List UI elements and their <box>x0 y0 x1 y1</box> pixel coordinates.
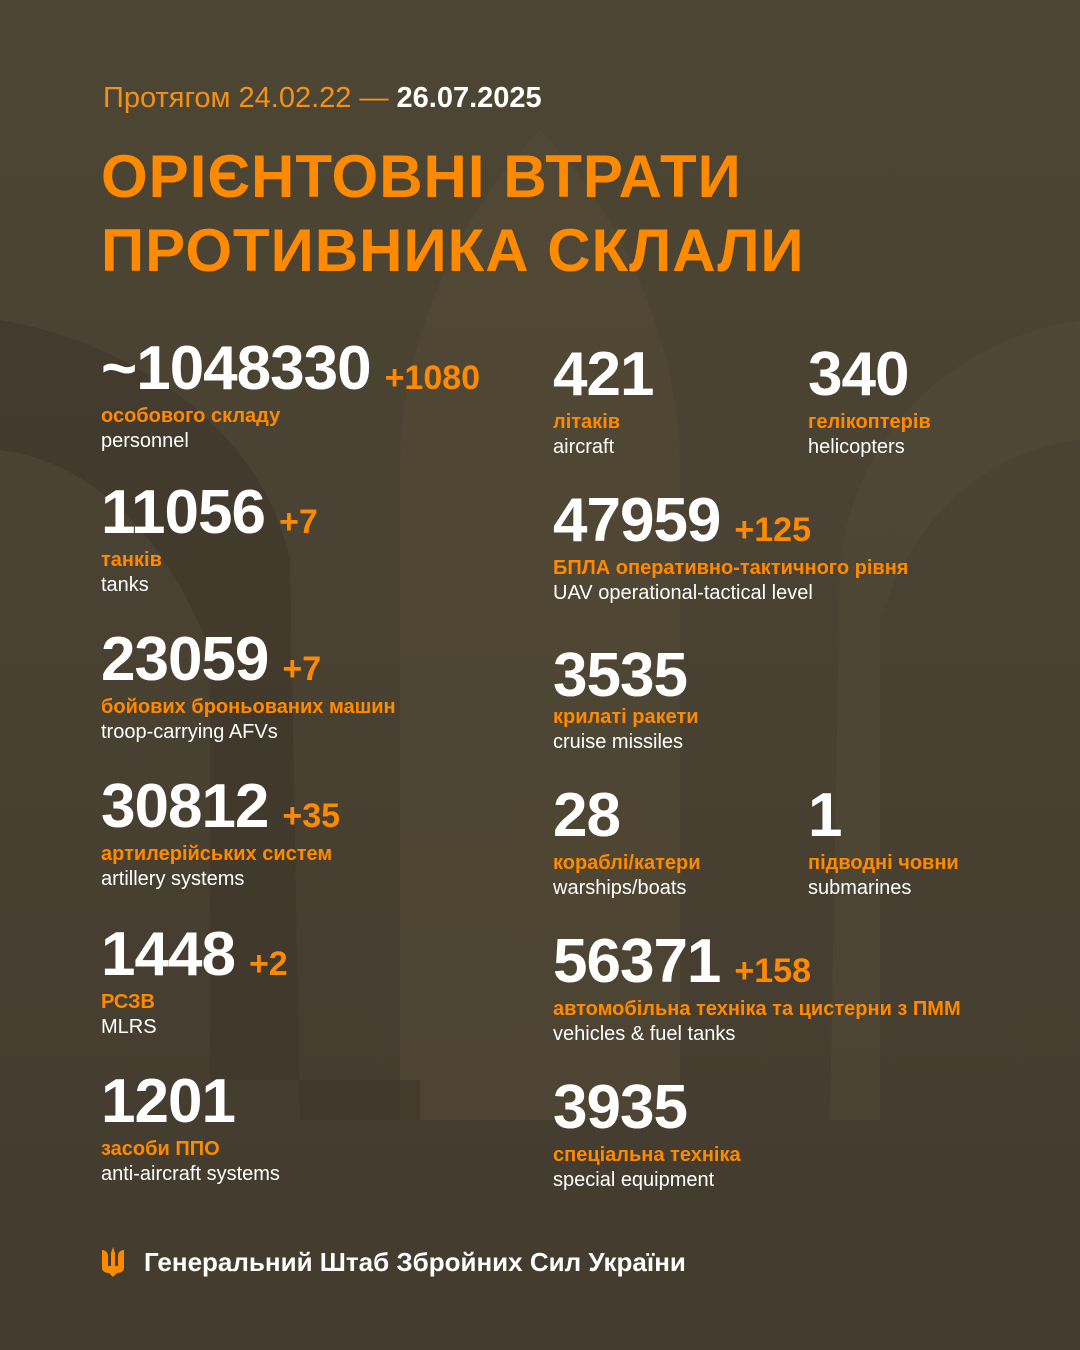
title-line-2: ПРОТИВНИКА СКЛАЛИ <box>101 217 805 284</box>
stat-value: 28 <box>553 781 621 850</box>
stat-label-en: MLRS <box>101 1016 157 1038</box>
stat-value: 47959 <box>553 486 721 555</box>
stat-value: 1 <box>808 781 842 850</box>
stat-label-ua: артилерійських систем <box>101 843 333 865</box>
stat-label-en: anti-aircraft systems <box>101 1163 280 1185</box>
stat-vehicles: 56371 +158 автомобільна техніка та цистер… <box>553 931 961 1047</box>
stat-delta: +158 <box>734 952 812 990</box>
stat-label-ua: спеціальна техніка <box>553 1144 741 1166</box>
stat-label-ua: РСЗВ <box>101 991 155 1013</box>
stat-label-en: tanks <box>101 574 149 596</box>
stat-personnel: ~1048330 +1080 особового складу personnel <box>101 338 480 454</box>
title-line-1: ОРІЄНТОВНІ ВТРАТИ <box>101 143 742 210</box>
stat-air-defense: 1201 засоби ППО anti-aircraft systems <box>101 1071 280 1187</box>
stat-artillery: 30812 +35 артилерійських систем artillery… <box>101 776 340 892</box>
stat-label-en: special equipment <box>553 1169 715 1191</box>
stat-label-en: personnel <box>101 430 189 452</box>
stat-value: 1448 <box>101 920 236 989</box>
stat-mlrs: 1448 +2 РСЗВ MLRS <box>101 924 288 1040</box>
stat-delta: +1080 <box>384 359 481 397</box>
period-end: 26.07.2025 <box>396 82 542 114</box>
stat-tanks: 11056 +7 танків tanks <box>101 482 318 598</box>
page-title: ОРІЄНТОВНІ ВТРАТИ ПРОТИВНИКА СКЛАЛИ <box>101 140 805 288</box>
stat-label-en: troop-carrying AFVs <box>101 721 278 743</box>
stat-warships: 28 кораблі/катери warships/boats <box>553 785 701 901</box>
stat-label-ua: крилаті ракети <box>553 706 699 728</box>
stat-value: 1201 <box>101 1067 236 1136</box>
stat-label-en: artillery systems <box>101 868 245 890</box>
stat-label-ua: танків <box>101 549 162 571</box>
stat-label-ua: кораблі/катери <box>553 852 701 874</box>
stat-aircraft: 421 літаків aircraft <box>553 344 654 460</box>
stat-label-ua: літаків <box>553 411 621 433</box>
stat-afv: 23059 +7 бойових броньованих машин troop-… <box>101 629 396 745</box>
stat-value: 3535 <box>553 641 688 710</box>
stat-helicopters: 340 гелікоптерів helicopters <box>808 344 931 460</box>
stat-special: 3935 спеціальна техніка special equipmen… <box>553 1077 741 1193</box>
stat-label-en: helicopters <box>808 436 905 458</box>
stat-label-ua: БПЛА оперативно-тактичного рівня <box>553 557 909 579</box>
stat-value: ~1048330 <box>101 334 372 403</box>
stat-delta: +7 <box>282 650 322 688</box>
stat-label-en: UAV operational-tactical level <box>553 582 813 604</box>
stat-label-en: cruise missiles <box>553 731 684 753</box>
stat-label-en: vehicles & fuel tanks <box>553 1023 736 1045</box>
footer-text: Генеральний Штаб Збройних Сил України <box>144 1246 686 1277</box>
stat-delta: +35 <box>282 797 341 835</box>
stat-label-ua: особового складу <box>101 405 281 427</box>
stat-label-en: aircraft <box>553 436 615 458</box>
footer: Генеральний Штаб Збройних Сил України <box>100 1246 686 1278</box>
period-start: Протягом 24.02.22 — <box>103 82 389 114</box>
stat-label-ua: підводні човни <box>808 852 959 874</box>
stat-value: 421 <box>553 340 654 409</box>
stat-delta: +2 <box>248 945 288 983</box>
stat-delta: +7 <box>279 503 318 541</box>
stat-value: 23059 <box>101 625 269 694</box>
stat-label-ua: автомобільна техніка та цистерни з ПММ <box>553 998 961 1020</box>
stat-uav: 47959 +125 БПЛА оперативно-тактичного рів… <box>553 490 908 606</box>
stat-label-en: warships/boats <box>553 877 687 899</box>
trident-icon <box>102 1247 124 1277</box>
stat-label-ua: гелікоптерів <box>808 411 931 433</box>
stat-value: 340 <box>808 340 909 409</box>
stat-value: 56371 <box>553 927 721 996</box>
stat-label-ua: засоби ППО <box>101 1138 220 1160</box>
stat-submarines: 1 підводні човни submarines <box>808 785 959 901</box>
stat-label-en: submarines <box>808 877 912 899</box>
stat-value: 3935 <box>553 1073 688 1142</box>
stat-value: 11056 <box>101 478 266 547</box>
stat-value: 30812 <box>101 772 269 841</box>
stat-label-ua: бойових броньованих машин <box>101 696 396 718</box>
stat-delta: +125 <box>734 511 812 549</box>
stat-cruise-missiles: 3535 крилаті ракети cruise missiles <box>553 645 699 755</box>
period: Протягом 24.02.22 — 26.07.2025 <box>103 82 542 115</box>
